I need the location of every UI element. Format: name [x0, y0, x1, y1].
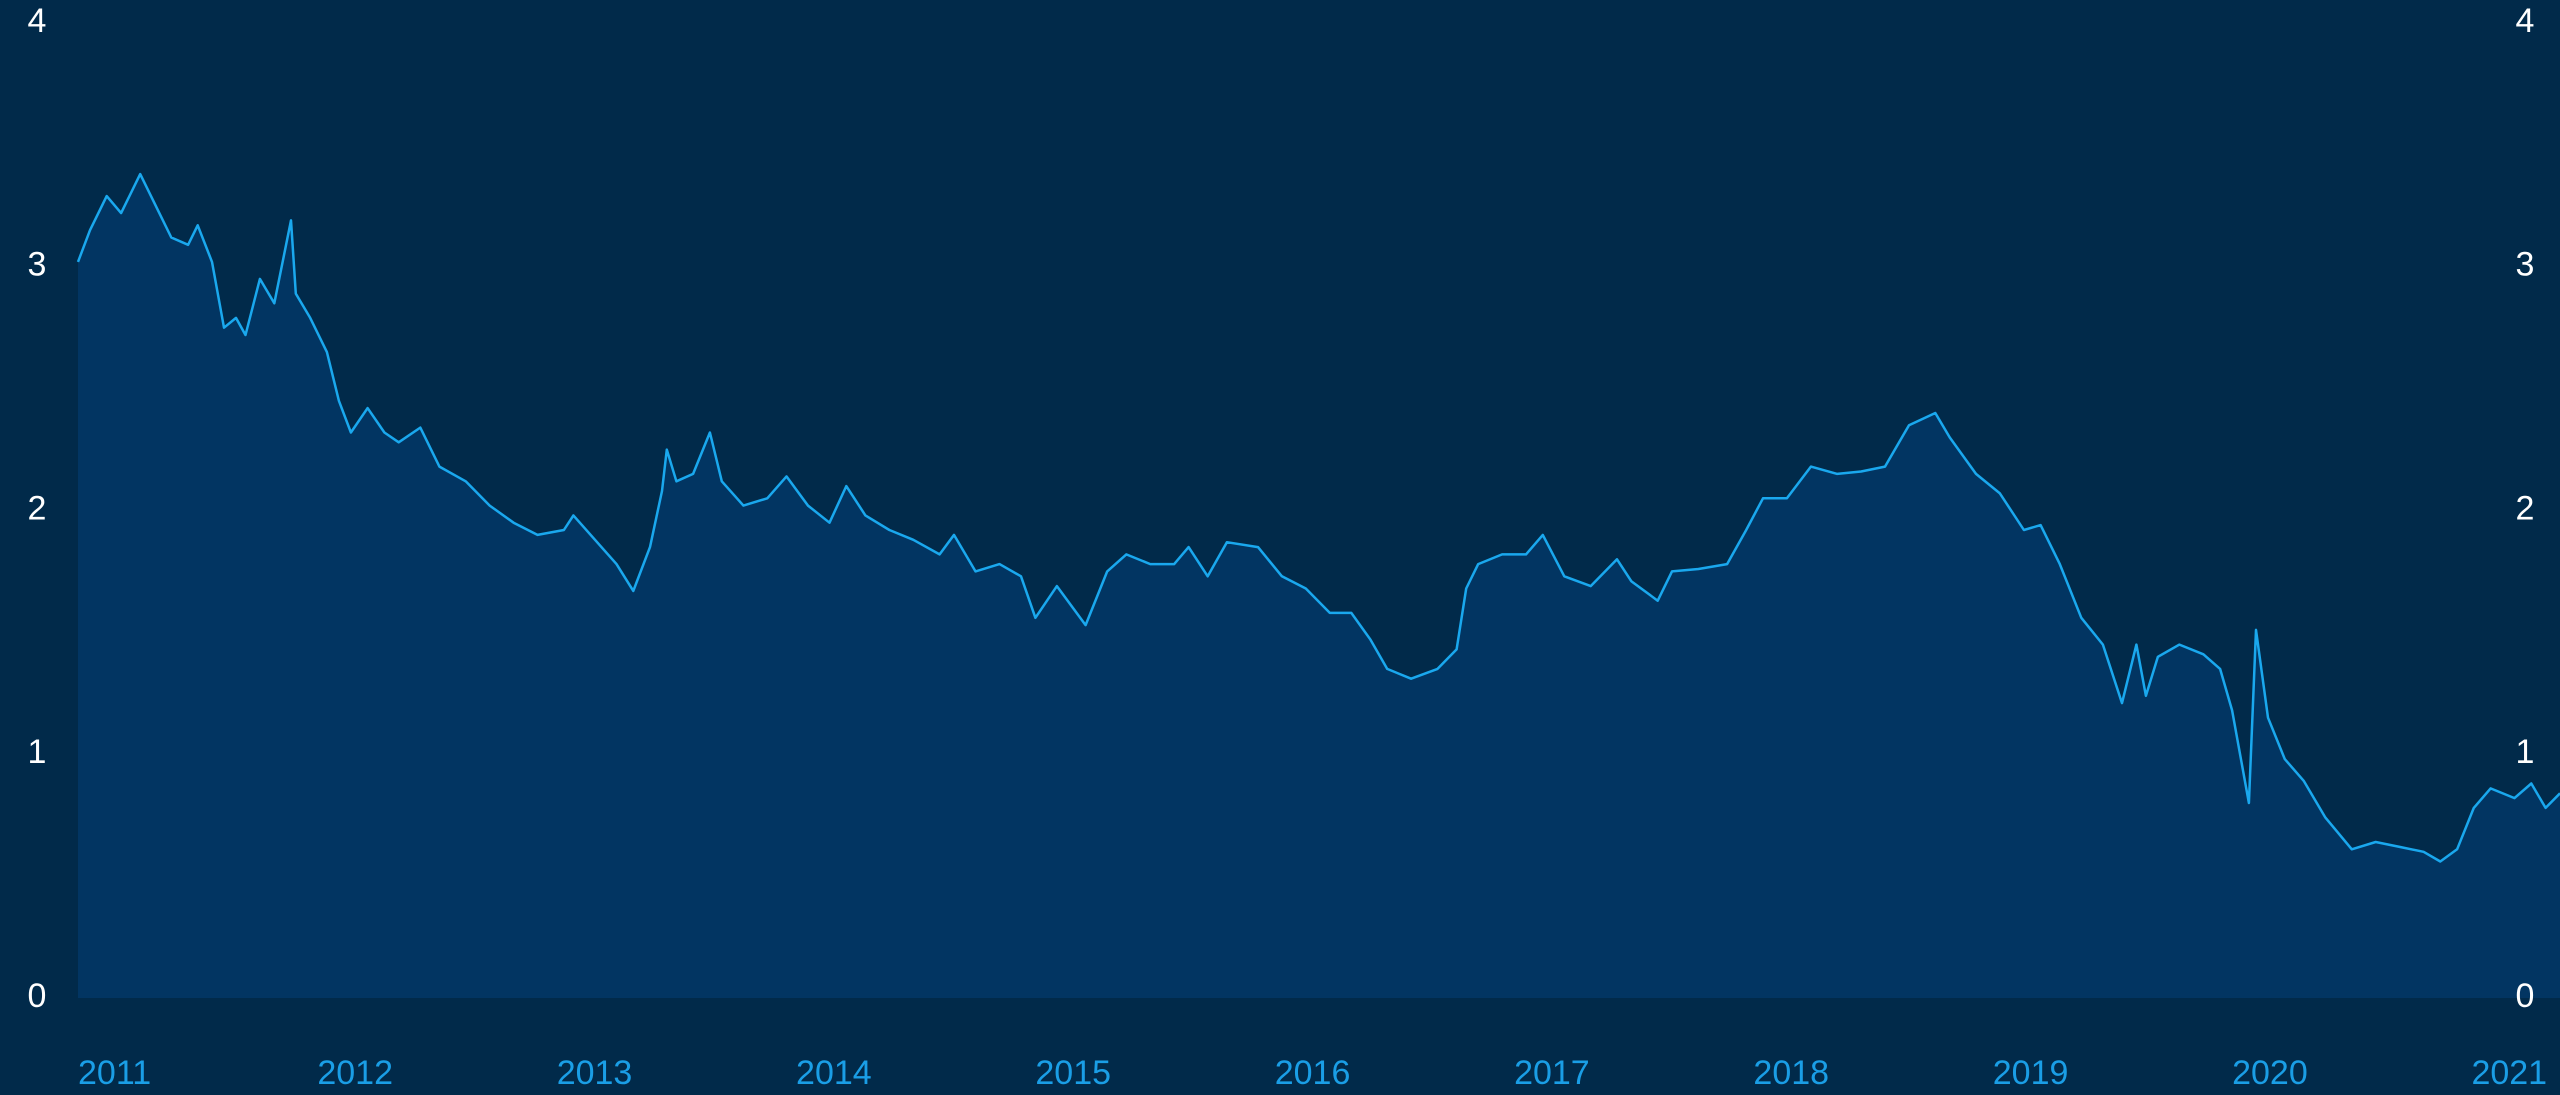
x-tick-label: 2016	[1275, 1054, 1351, 1092]
x-tick-label: 2017	[1514, 1054, 1590, 1092]
x-tick-label: 2012	[317, 1054, 393, 1092]
y-tick-label: 3	[28, 246, 47, 284]
y-tick-label-right: 3	[2516, 246, 2535, 284]
x-tick-label: 2014	[796, 1054, 872, 1092]
area-fill	[78, 174, 2560, 999]
x-tick-label: 2021	[2471, 1054, 2547, 1092]
x-tick-label: 2020	[2232, 1054, 2308, 1092]
x-tick-label: 2011	[78, 1054, 151, 1092]
y-tick-label: 2	[28, 489, 47, 527]
line	[76, 172, 2560, 863]
y-tick-label: 0	[28, 977, 47, 1015]
x-tick-label: 2015	[1035, 1054, 1111, 1092]
x-tick-label: 2018	[1753, 1054, 1829, 1092]
y-tick-label-right: 1	[2516, 733, 2535, 771]
x-tick-label: 2013	[557, 1054, 633, 1092]
x-tick-label: 2019	[1993, 1054, 2069, 1092]
y-tick-label: 4	[28, 2, 47, 40]
y-tick-label-right: 2	[2516, 489, 2535, 527]
y-tick-label-right: 0	[2516, 977, 2535, 1015]
y-tick-label-right: 4	[2516, 2, 2535, 40]
y-tick-label: 1	[28, 733, 47, 771]
